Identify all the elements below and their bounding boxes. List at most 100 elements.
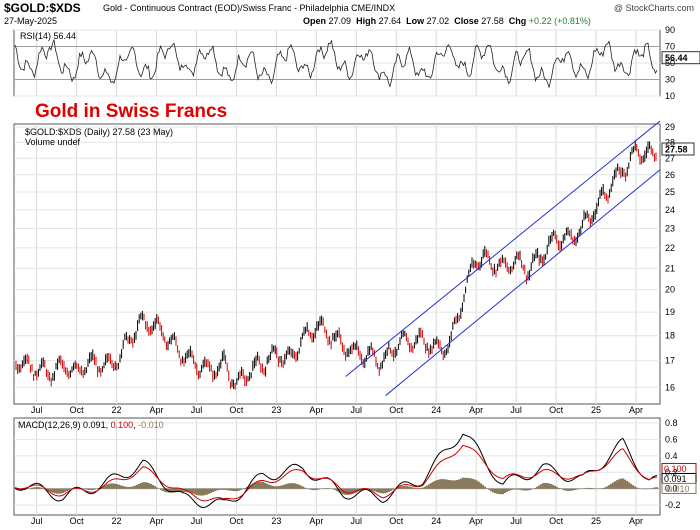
macd-histogram-bar [180,488,182,492]
price-y-tick-label: 25 [665,187,675,197]
macd-histogram-bar [606,486,608,489]
price-legend: $GOLD:$XDS (Daily) 27.58 (23 May) [25,127,173,137]
macd-histogram-bar [352,488,354,494]
macd-histogram-bar [136,484,138,489]
macd-histogram-bar [340,488,342,494]
macd-histogram-bar [436,480,438,489]
macd-histogram-bar [122,485,124,489]
macd-histogram-bar [490,488,492,492]
macd-histogram-bar [538,485,540,489]
macd-histogram-bar [652,487,654,489]
macd-histogram-bar [390,488,392,491]
price-y-tick-label: 23 [665,223,675,233]
macd-histogram-bar [438,479,440,489]
macd-histogram-bar [104,485,106,489]
macd-histogram-bar [444,479,446,489]
close-value: 27.58 [481,16,504,26]
price-x-tick-label: Apr [309,405,323,415]
macd-last-value: 0.091 [664,474,687,484]
macd-histogram-bar [176,488,178,493]
chg-label: Chg [508,16,527,26]
macd-y-tick-label: 0.4 [665,451,678,461]
macd-histogram-bar [178,488,180,492]
macd-histogram-bar [160,488,162,491]
chart-symbol: $GOLD:$XDS [4,1,81,15]
macd-histogram-bar [512,488,514,490]
macd-histogram-bar [516,488,518,490]
macd-histogram-bar [30,488,32,489]
macd-histogram-bar [378,488,380,493]
macd-histogram-bar [382,488,384,494]
macd-histogram-bar [372,488,374,491]
price-y-tick-label: 27 [665,153,675,163]
macd-histogram-bar [374,488,376,492]
ohlc-readout: Open 27.09 High 27.64 Low 27.02 Close 27… [303,16,591,26]
macd-histogram-bar [222,488,224,490]
macd-histogram-bar [586,487,588,489]
macd-histogram-bar [576,488,578,490]
macd-histogram-bar [300,485,302,489]
macd-histogram-bar [112,483,114,489]
macd-histogram-bar [398,486,400,489]
macd-histogram-bar [558,487,560,489]
macd-histogram-bar [128,486,130,489]
macd-histogram-bar [426,485,428,489]
macd-histogram-bar [264,482,266,489]
low-value: 27.02 [426,16,450,26]
chart-overlay-title: Gold in Swiss Francs [35,101,227,122]
macd-histogram-bar [304,487,306,489]
macd-histogram-bar [450,480,452,489]
macd-histogram-bar [550,483,552,489]
macd-histogram-bar [184,488,186,493]
macd-panel-frame [13,417,661,516]
macd-histogram-bar [466,477,468,489]
macd-histogram-bar [634,486,636,489]
macd-histogram-bar [434,480,436,489]
macd-histogram-bar [546,483,548,489]
macd-histogram-bar [50,488,52,492]
macd-histogram-bar [458,479,460,489]
macd-histogram-bar [608,485,610,489]
macd-histogram-bar [564,488,566,491]
macd-y-tick-label: -0.2 [665,500,681,510]
macd-histogram-bar [32,487,34,489]
macd-histogram-bar [296,483,298,489]
macd-histogram-bar [26,488,28,490]
macd-histogram-bar [270,485,272,489]
macd-histogram-bar [34,487,36,489]
macd-histogram-bar [308,488,310,490]
macd-histogram-bar [508,488,510,491]
macd-histogram-bar [202,488,204,496]
macd-x-tick-label: Jul [191,516,203,526]
macd-last-value-box [661,482,697,494]
macd-histogram-bar [310,488,312,490]
macd-histogram-bar [494,488,496,494]
macd-histogram-bar [654,487,656,489]
rsi-last-value: 56.44 [665,53,688,63]
macd-histogram-bar [480,483,482,489]
macd-histogram-bar [626,480,628,489]
macd-histogram-bar [266,483,268,489]
rsi-y-tick-label: 10 [665,91,675,101]
macd-histogram-bar [542,483,544,489]
macd-histogram-bar [332,488,334,490]
chg-value: +0.22 (+0.81%) [528,16,591,26]
macd-histogram-bar [656,487,658,489]
rsi-label: RSI(14) 56.44 [20,31,76,41]
macd-histogram-bar [520,488,522,491]
macd-histogram-bar [530,488,532,490]
macd-histogram-bar [150,483,152,489]
macd-histogram-bar [200,488,202,496]
macd-x-tick-label: Oct [229,516,244,526]
macd-histogram-bar [572,488,574,491]
macd-histogram-bar [244,488,246,489]
price-x-tick-label: Jul [31,405,43,415]
macd-histogram-bar [84,488,86,490]
macd-histogram-bar [190,488,192,494]
chart-date: 27-May-2025 [4,16,58,26]
price-y-tick-label: 20 [665,285,675,295]
macd-histogram-bar [528,488,530,491]
chart-description: Gold - Continuous Contract (EOD)/Swiss F… [103,3,396,13]
macd-histogram-bar [218,488,220,491]
macd-legend-value: 0.091 [83,420,106,430]
